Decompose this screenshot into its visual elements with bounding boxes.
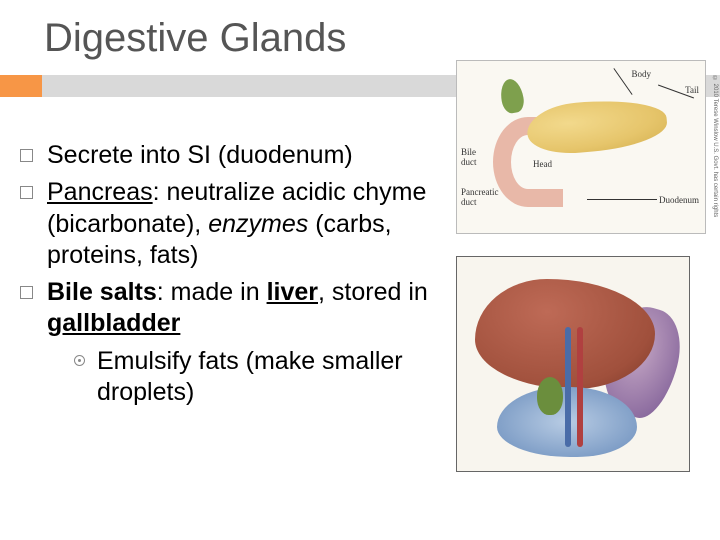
bullet-text: Bile salts: made in liver, stored in gal… [47, 277, 440, 340]
label-head: Head [533, 159, 552, 169]
sub-bullet-item: Emulsify fats (make smaller droplets) [74, 346, 440, 409]
sub-bullet-marker-icon [74, 355, 85, 366]
liver-diagram [456, 256, 690, 472]
label-body: Body [631, 69, 651, 79]
leader-line [587, 199, 657, 200]
sub-bullet-text: Emulsify fats (make smaller droplets) [97, 346, 440, 409]
pancreas-shape [525, 95, 669, 157]
pancreas-diagram: Tail Body Head Bile duct Pancreatic duct… [456, 60, 706, 234]
gallbladder-shape [498, 77, 526, 114]
bullet-item: Pancreas: neutralize acidic chyme (bicar… [20, 177, 440, 271]
bullet-text: Pancreas: neutralize acidic chyme (bicar… [47, 177, 440, 271]
leader-line [613, 68, 632, 95]
accent-bar-orange [0, 75, 42, 97]
bullet-list: Secrete into SI (duodenum) Pancreas: neu… [20, 140, 440, 408]
copyright-text: © 2010 Terese Winslow U.S. Govt. has cer… [706, 60, 718, 234]
label-duodenum: Duodenum [659, 195, 699, 205]
bullet-marker-icon [20, 286, 33, 299]
label-tail: Tail [685, 85, 699, 95]
vessels-shape [557, 327, 597, 447]
bullet-text: Secrete into SI (duodenum) [47, 140, 353, 171]
label-bile-duct: Bile duct [461, 147, 477, 167]
bullet-marker-icon [20, 149, 33, 162]
bullet-marker-icon [20, 186, 33, 199]
bullet-item: Bile salts: made in liver, stored in gal… [20, 277, 440, 340]
bullet-item: Secrete into SI (duodenum) [20, 140, 440, 171]
page-title: Digestive Glands [0, 0, 720, 69]
label-pancreatic-duct: Pancreatic duct [461, 187, 498, 207]
